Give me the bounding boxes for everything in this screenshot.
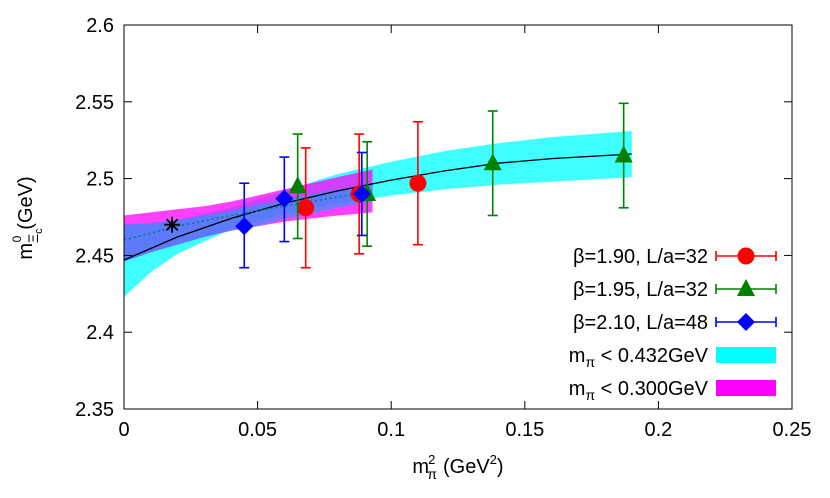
legend-band-swatch — [716, 380, 776, 396]
physical-point-marker-stroke — [165, 218, 179, 231]
y-axis-label-base: m — [15, 243, 37, 260]
series-diamond — [235, 151, 371, 269]
x-tick-label: 0.25 — [773, 419, 812, 441]
y-tick-labels: 2.35 2.4 2.45 2.5 2.55 2.6 — [75, 15, 114, 421]
legend-item-circle: β=1.90, L/a=32 — [573, 246, 777, 268]
y-axis-label: mΞc 0 (GeV) — [10, 176, 45, 259]
y-axis-label-subsub: c — [33, 228, 45, 234]
legend-label: mπ < 0.432GeV — [569, 345, 709, 370]
x-tick-label: 0.2 — [644, 419, 672, 441]
data-point-triangle — [288, 176, 307, 194]
y-tick-label: 2.6 — [86, 15, 114, 37]
data-point-circle — [297, 199, 315, 217]
legend-item-triangle: β=1.95, L/a=32 — [573, 279, 777, 301]
x-axis-label: m2 π (GeV2) — [412, 452, 503, 482]
x-axis-label-base: m — [412, 456, 429, 478]
x-axis-label-unit: (GeV — [443, 456, 490, 478]
fit-line-solid — [123, 153, 632, 261]
data-point-circle — [409, 174, 427, 192]
x-tick-label: 0.1 — [377, 419, 405, 441]
y-tick-label: 2.45 — [75, 245, 114, 267]
legend-marker-circle — [737, 247, 755, 265]
legend-label: β=1.95, L/a=32 — [573, 279, 708, 301]
physical-point-marker — [164, 216, 181, 233]
data-points — [164, 102, 633, 269]
data-point-diamond — [235, 217, 254, 236]
y-tick-label: 2.35 — [75, 399, 114, 421]
legend-item-band-1: mπ < 0.432GeV — [569, 345, 776, 370]
axis-ticks — [123, 24, 793, 410]
fit-band-1 — [124, 131, 632, 297]
data-point-triangle — [614, 145, 633, 163]
legend-label: β=1.90, L/a=32 — [573, 246, 708, 268]
y-tick-label: 2.5 — [86, 169, 114, 191]
legend-marker-diamond — [737, 313, 755, 331]
fit-bands — [124, 131, 632, 297]
x-axis-label-unit-sup: 2 — [490, 452, 497, 467]
legend-item-diamond: β=2.10, L/a=48 — [573, 312, 777, 334]
legend-band-swatch — [716, 347, 776, 363]
legend-item-band-2: mπ < 0.300GeV — [569, 378, 776, 403]
legend-marker-triangle — [737, 279, 755, 296]
plot-frame — [123, 24, 793, 410]
legend-label: mπ < 0.300GeV — [569, 378, 709, 403]
y-axis-label-sup: 0 — [10, 235, 24, 242]
x-tick-label: 0 — [118, 419, 129, 441]
legend: β=1.90, L/a=32 β=1.95, L/a=32 β=2.10, L/a=… — [569, 246, 777, 403]
data-point-triangle — [483, 153, 502, 171]
y-tick-label: 2.55 — [75, 92, 114, 114]
x-tick-labels: 0 0.05 0.1 0.15 0.2 0.25 — [118, 419, 811, 441]
x-tick-label: 0.05 — [238, 419, 277, 441]
y-tick-label: 2.4 — [86, 322, 114, 344]
legend-label: β=2.10, L/a=48 — [573, 312, 708, 334]
y-axis-label-sub: Ξ — [25, 234, 41, 243]
x-axis-label-sub: π — [427, 466, 437, 482]
data-point-diamond — [275, 189, 294, 208]
x-axis-label-unit-close: ) — [497, 456, 504, 478]
data-point-diamond — [352, 184, 371, 203]
series-triangle — [288, 102, 633, 247]
y-axis-label-unit: (GeV) — [15, 176, 37, 229]
x-axis-label-sup: 2 — [428, 452, 435, 467]
x-tick-label: 0.15 — [505, 419, 544, 441]
